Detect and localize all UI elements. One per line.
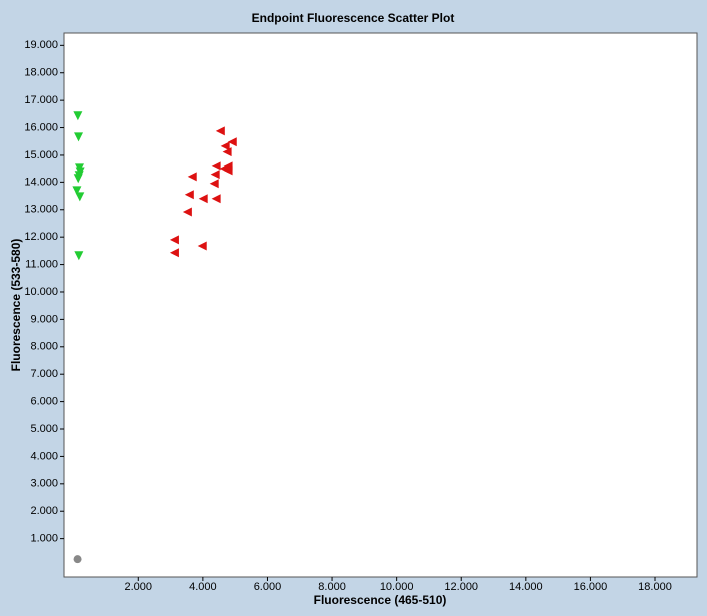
point	[211, 194, 221, 204]
x-tick-label: 2.000	[125, 581, 153, 593]
point	[73, 111, 83, 121]
y-tick-label: 9.000	[30, 313, 58, 325]
point	[74, 251, 84, 261]
y-tick-label: 6.000	[30, 396, 58, 408]
y-tick-label: 1.000	[30, 533, 58, 545]
point	[73, 555, 82, 564]
y-tick-label: 4.000	[30, 450, 58, 462]
y-tick-label: 18.000	[24, 67, 58, 79]
point	[223, 166, 233, 176]
point	[184, 190, 194, 200]
x-tick-label: 12.000	[444, 581, 478, 593]
x-tick-label: 4.000	[189, 581, 217, 593]
point	[211, 161, 221, 171]
point	[182, 207, 192, 217]
point	[75, 192, 85, 202]
y-tick-label: 14.000	[24, 176, 58, 188]
x-tick-label: 16.000	[574, 581, 608, 593]
point	[222, 147, 232, 157]
point	[215, 126, 225, 136]
point	[220, 141, 230, 151]
point	[227, 137, 237, 147]
y-tick-label: 15.000	[24, 149, 58, 161]
y-tick-label: 8.000	[30, 341, 58, 353]
y-tick-label: 12.000	[24, 231, 58, 243]
y-tick-label: 13.000	[24, 204, 58, 216]
x-tick-label: 14.000	[509, 581, 543, 593]
point	[187, 172, 197, 182]
y-tick-label: 17.000	[24, 94, 58, 106]
x-tick-label: 8.000	[318, 581, 346, 593]
y-tick-label: 2.000	[30, 505, 58, 517]
x-tick-label: 18.000	[638, 581, 672, 593]
y-axis-label: Fluorescence (533-580)	[9, 239, 23, 372]
point	[72, 186, 82, 196]
point	[169, 248, 179, 258]
plot-area	[63, 32, 698, 578]
y-tick-label: 5.000	[30, 423, 58, 435]
point	[169, 235, 179, 245]
point	[74, 132, 84, 142]
point	[73, 174, 83, 184]
y-tick-label: 19.000	[24, 39, 58, 51]
x-tick-label: 6.000	[254, 581, 282, 593]
point	[198, 194, 208, 204]
y-tick-label: 11.000	[25, 258, 58, 270]
point	[210, 170, 220, 180]
x-tick-label: 10.000	[380, 581, 414, 593]
y-tick-label: 16.000	[24, 121, 58, 133]
chart-title: Endpoint Fluorescence Scatter Plot	[252, 11, 455, 25]
point	[197, 241, 207, 251]
y-tick-label: 10.000	[24, 286, 58, 298]
point	[209, 179, 219, 189]
y-tick-label: 3.000	[30, 478, 58, 490]
x-axis-label: Fluorescence (465-510)	[314, 593, 447, 607]
y-tick-label: 7.000	[30, 368, 58, 380]
